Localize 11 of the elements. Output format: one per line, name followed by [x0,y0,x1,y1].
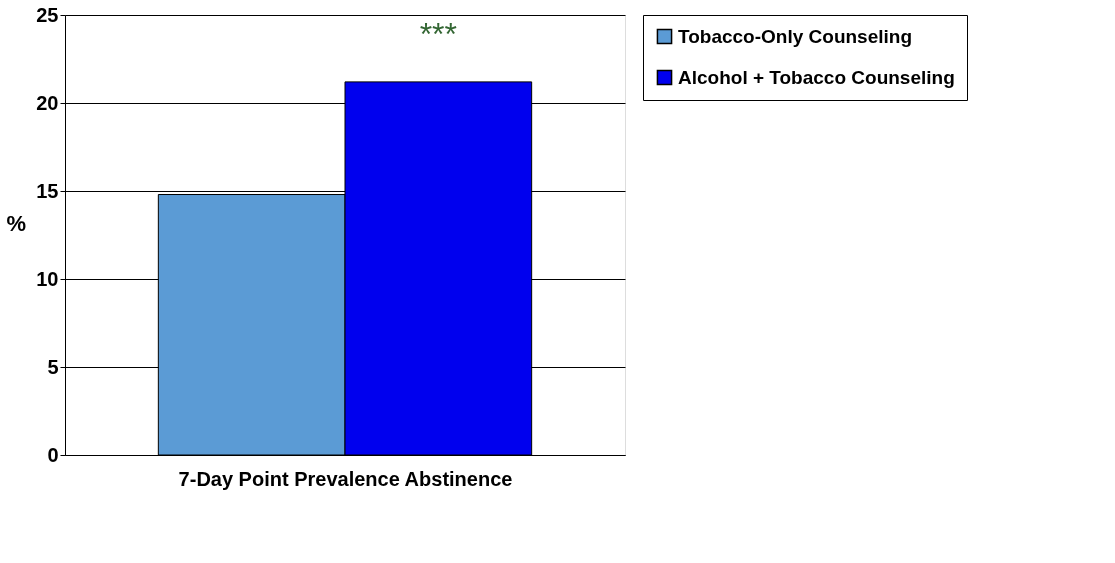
y-tick-label: 5 [47,355,59,378]
y-tick-label: 25 [36,3,59,26]
x-axis-title: 7-Day Point Prevalence Abstinence [178,467,513,490]
annotation: *** [419,15,458,52]
y-tick-label: 20 [36,91,59,114]
legend-label: Alcohol + Tobacco Counseling [678,66,955,88]
y-axis-title: % [6,210,27,236]
y-tick-label: 10 [36,267,59,290]
legend-label: Tobacco-Only Counseling [678,25,912,47]
y-tick-label: 0 [47,443,59,466]
y-tick-label: 15 [36,179,59,202]
